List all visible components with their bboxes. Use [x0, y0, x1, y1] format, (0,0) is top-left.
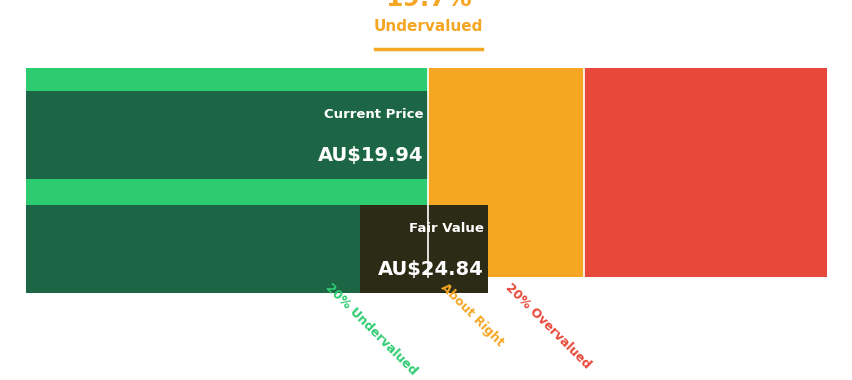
Text: Undervalued: Undervalued	[373, 19, 482, 34]
Text: About Right: About Right	[438, 281, 506, 350]
Text: Fair Value: Fair Value	[409, 222, 483, 234]
Text: 20% Undervalued: 20% Undervalued	[323, 281, 419, 378]
Bar	[26, 91, 428, 179]
Text: AU$24.84: AU$24.84	[377, 260, 483, 279]
Text: Current Price: Current Price	[324, 108, 423, 120]
Bar	[360, 205, 487, 293]
Text: 20% Overvalued: 20% Overvalued	[502, 281, 592, 372]
Bar	[584, 68, 826, 277]
Text: 19.7%: 19.7%	[384, 0, 471, 11]
Bar	[26, 68, 428, 277]
Bar	[26, 205, 428, 293]
Bar	[428, 68, 584, 277]
Text: AU$19.94: AU$19.94	[318, 146, 423, 165]
